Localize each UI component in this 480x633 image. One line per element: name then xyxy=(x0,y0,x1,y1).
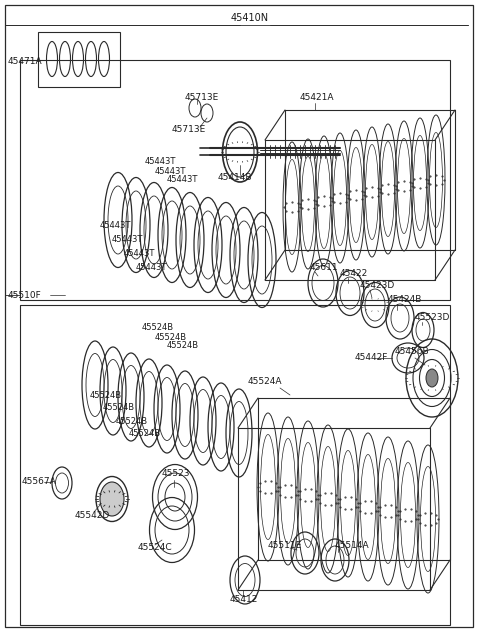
Text: 45443T: 45443T xyxy=(136,263,168,272)
Text: 45524B: 45524B xyxy=(155,332,187,341)
Text: 45567A: 45567A xyxy=(22,477,57,487)
Bar xyxy=(20,305,450,625)
Text: 45443T: 45443T xyxy=(100,220,132,230)
Text: 45443T: 45443T xyxy=(155,166,186,175)
Ellipse shape xyxy=(100,482,124,516)
Text: 45523: 45523 xyxy=(162,470,191,479)
Text: 45713E: 45713E xyxy=(185,92,219,101)
Text: 45524A: 45524A xyxy=(248,377,283,387)
Text: 45422: 45422 xyxy=(340,270,368,279)
Text: 45524B: 45524B xyxy=(129,430,161,439)
Text: 45456B: 45456B xyxy=(395,348,430,356)
Bar xyxy=(20,60,450,300)
Text: 45524B: 45524B xyxy=(103,403,135,413)
Text: 45511E: 45511E xyxy=(268,541,302,549)
Text: 45471A: 45471A xyxy=(8,58,43,66)
Text: 45510F: 45510F xyxy=(8,291,42,299)
Text: 45524C: 45524C xyxy=(138,544,173,553)
Text: 45443T: 45443T xyxy=(112,235,144,244)
Text: 45421A: 45421A xyxy=(300,92,335,101)
Text: 45524B: 45524B xyxy=(116,417,148,425)
Text: 45713E: 45713E xyxy=(172,125,206,134)
Text: 45443T: 45443T xyxy=(145,158,176,166)
Text: 45611: 45611 xyxy=(310,263,338,272)
Text: 45523D: 45523D xyxy=(415,313,450,322)
Text: 45410N: 45410N xyxy=(231,13,269,23)
Text: 45524B: 45524B xyxy=(90,391,122,399)
Ellipse shape xyxy=(426,369,438,387)
Text: 45424B: 45424B xyxy=(388,296,422,304)
Text: 45443T: 45443T xyxy=(167,175,198,184)
Text: 45414B: 45414B xyxy=(218,173,252,182)
Bar xyxy=(38,32,120,87)
Text: 45542D: 45542D xyxy=(75,510,110,520)
Text: 45514A: 45514A xyxy=(335,541,370,549)
Text: 45443T: 45443T xyxy=(124,249,156,258)
Text: 45412: 45412 xyxy=(230,596,258,605)
Text: 45423D: 45423D xyxy=(360,282,395,291)
Text: 45524B: 45524B xyxy=(142,323,174,332)
Text: 45524B: 45524B xyxy=(167,341,199,351)
Text: 45442F: 45442F xyxy=(355,353,388,363)
